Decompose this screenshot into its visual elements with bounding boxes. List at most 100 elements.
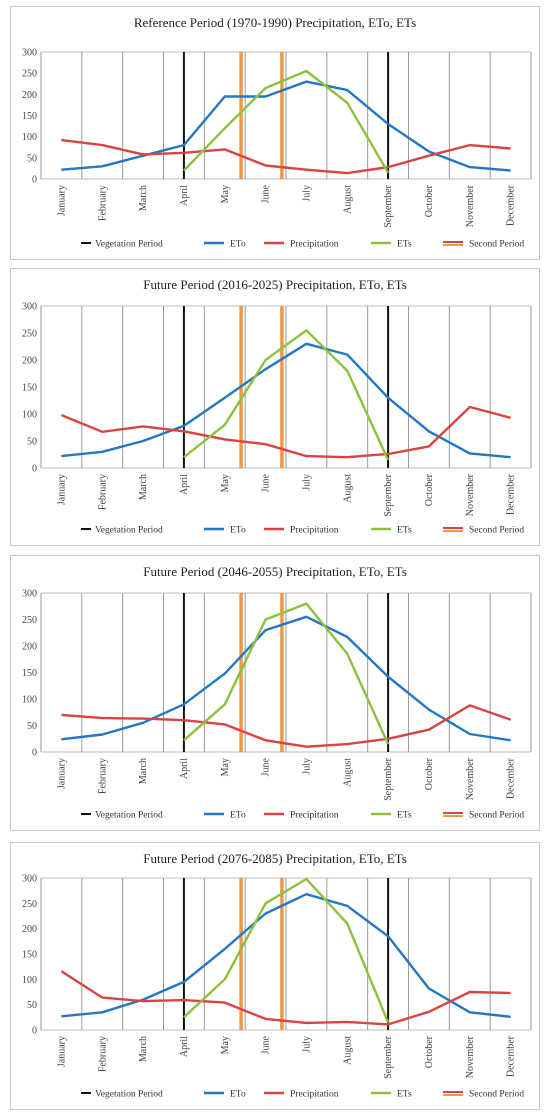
y-tick-label: 0 bbox=[32, 464, 37, 475]
x-tick-label: November bbox=[465, 1035, 476, 1078]
x-tick-label: May bbox=[220, 474, 231, 492]
legend-label-second: Second Period bbox=[469, 240, 524, 250]
x-tick-label: October bbox=[424, 1035, 435, 1068]
y-tick-label: 300 bbox=[22, 48, 37, 59]
x-tick-label: January bbox=[56, 758, 67, 789]
x-tick-label: March bbox=[138, 758, 149, 784]
legend-label-ets: ETs bbox=[397, 811, 412, 821]
legend-label-precipitation: Precipitation bbox=[290, 240, 339, 250]
legend-label-vegetation: Vegetation Period bbox=[95, 811, 163, 821]
y-tick-label: 50 bbox=[27, 721, 37, 732]
x-tick-label: August bbox=[342, 185, 353, 214]
x-tick-label: May bbox=[220, 758, 231, 776]
x-tick-label: January bbox=[56, 474, 67, 505]
legend-label-second: Second Period bbox=[469, 526, 524, 536]
legend-label-eto: ETo bbox=[230, 811, 246, 821]
y-tick-label: 50 bbox=[27, 437, 37, 448]
y-tick-label: 300 bbox=[22, 589, 37, 600]
x-tick-label: December bbox=[506, 473, 517, 515]
x-tick-label: August bbox=[342, 758, 353, 787]
chart-svg-1: Reference Period (1970-1990) Precipitati… bbox=[22, 15, 532, 250]
x-tick-label: June bbox=[261, 757, 272, 776]
legend-label-precipitation: Precipitation bbox=[290, 811, 339, 821]
y-tick-label: 0 bbox=[32, 748, 37, 759]
x-tick-label: June bbox=[261, 184, 272, 203]
chart-svg-4: Future Period (2076-2085) Precipitation,… bbox=[22, 851, 532, 1100]
series-line-precipitation bbox=[60, 405, 511, 459]
chart-title: Future Period (2076-2085) Precipitation,… bbox=[143, 851, 407, 866]
x-tick-label: May bbox=[220, 1036, 231, 1054]
series-line-ets bbox=[183, 69, 390, 174]
x-tick-label: October bbox=[424, 757, 435, 790]
series-line-eto bbox=[61, 615, 511, 742]
x-tick-label: February bbox=[97, 474, 108, 510]
y-tick-label: 100 bbox=[22, 410, 37, 421]
legend-label-second: Second Period bbox=[469, 811, 524, 821]
series-line-eto bbox=[61, 342, 511, 459]
x-tick-label: September bbox=[383, 1035, 394, 1078]
x-tick-label: April bbox=[179, 474, 190, 495]
x-tick-label: October bbox=[424, 184, 435, 217]
x-tick-label: August bbox=[342, 474, 353, 503]
x-tick-label: February bbox=[97, 185, 108, 221]
x-tick-label: November bbox=[465, 473, 476, 516]
y-tick-label: 250 bbox=[22, 899, 37, 910]
legend-label-vegetation: Vegetation Period bbox=[95, 526, 163, 536]
y-tick-label: 150 bbox=[22, 668, 37, 679]
y-tick-label: 50 bbox=[27, 153, 37, 164]
x-tick-label: December bbox=[506, 184, 517, 226]
x-tick-label: January bbox=[56, 185, 67, 216]
y-tick-label: 200 bbox=[22, 642, 37, 653]
series-line-ets bbox=[183, 329, 390, 461]
y-tick-label: 250 bbox=[22, 615, 37, 626]
x-tick-label: December bbox=[506, 1035, 517, 1077]
x-tick-label: September bbox=[383, 473, 394, 516]
y-tick-label: 100 bbox=[22, 132, 37, 143]
y-tick-label: 300 bbox=[22, 874, 37, 885]
legend-label-precipitation: Precipitation bbox=[290, 526, 339, 536]
x-tick-label: October bbox=[424, 473, 435, 506]
x-tick-label: September bbox=[383, 757, 394, 800]
x-tick-label: July bbox=[301, 1036, 312, 1053]
legend-label-vegetation: Vegetation Period bbox=[95, 1090, 163, 1100]
y-tick-label: 200 bbox=[22, 356, 37, 367]
chart-panel-3: Future Period (2046-2055) Precipitation,… bbox=[10, 555, 540, 831]
y-tick-label: 0 bbox=[32, 175, 37, 186]
chart-svg-2: Future Period (2016-2025) Precipitation,… bbox=[22, 277, 532, 536]
series-line-ets bbox=[183, 602, 390, 745]
y-tick-label: 100 bbox=[22, 975, 37, 986]
y-tick-label: 0 bbox=[32, 1026, 37, 1037]
x-tick-label: August bbox=[342, 1036, 353, 1065]
chart-panel-2: Future Period (2016-2025) Precipitation,… bbox=[10, 268, 540, 546]
y-tick-label: 200 bbox=[22, 90, 37, 101]
x-tick-label: March bbox=[138, 185, 149, 211]
legend-label-ets: ETs bbox=[397, 240, 412, 250]
x-tick-label: May bbox=[220, 185, 231, 203]
x-tick-label: April bbox=[179, 758, 190, 779]
legend-label-second: Second Period bbox=[469, 1090, 524, 1100]
legend-label-eto: ETo bbox=[230, 1090, 246, 1100]
y-tick-label: 250 bbox=[22, 329, 37, 340]
y-tick-label: 50 bbox=[27, 1000, 37, 1011]
x-tick-label: November bbox=[465, 757, 476, 800]
legend-label-ets: ETs bbox=[397, 1090, 412, 1100]
chart-panel-4: Future Period (2076-2085) Precipitation,… bbox=[10, 842, 540, 1110]
legend-label-precipitation: Precipitation bbox=[290, 1090, 339, 1100]
series-line-precipitation bbox=[61, 704, 511, 748]
legend-label-vegetation: Vegetation Period bbox=[95, 240, 163, 250]
series-line-ets bbox=[183, 877, 390, 1023]
x-tick-label: February bbox=[97, 1036, 108, 1072]
x-tick-label: January bbox=[56, 1036, 67, 1067]
x-tick-label: December bbox=[506, 757, 517, 799]
x-tick-label: March bbox=[138, 474, 149, 500]
legend-label-ets: ETs bbox=[397, 526, 412, 536]
x-tick-label: July bbox=[301, 474, 312, 491]
x-tick-label: April bbox=[179, 185, 190, 206]
chart-title: Future Period (2016-2025) Precipitation,… bbox=[143, 277, 407, 292]
y-tick-label: 300 bbox=[22, 302, 37, 313]
chart-panel-1: Reference Period (1970-1990) Precipitati… bbox=[10, 6, 540, 260]
chart-title: Future Period (2046-2055) Precipitation,… bbox=[143, 564, 407, 579]
x-tick-label: June bbox=[261, 1035, 272, 1054]
chart-title: Reference Period (1970-1990) Precipitati… bbox=[134, 15, 416, 30]
series-line-precipitation bbox=[60, 970, 511, 1026]
